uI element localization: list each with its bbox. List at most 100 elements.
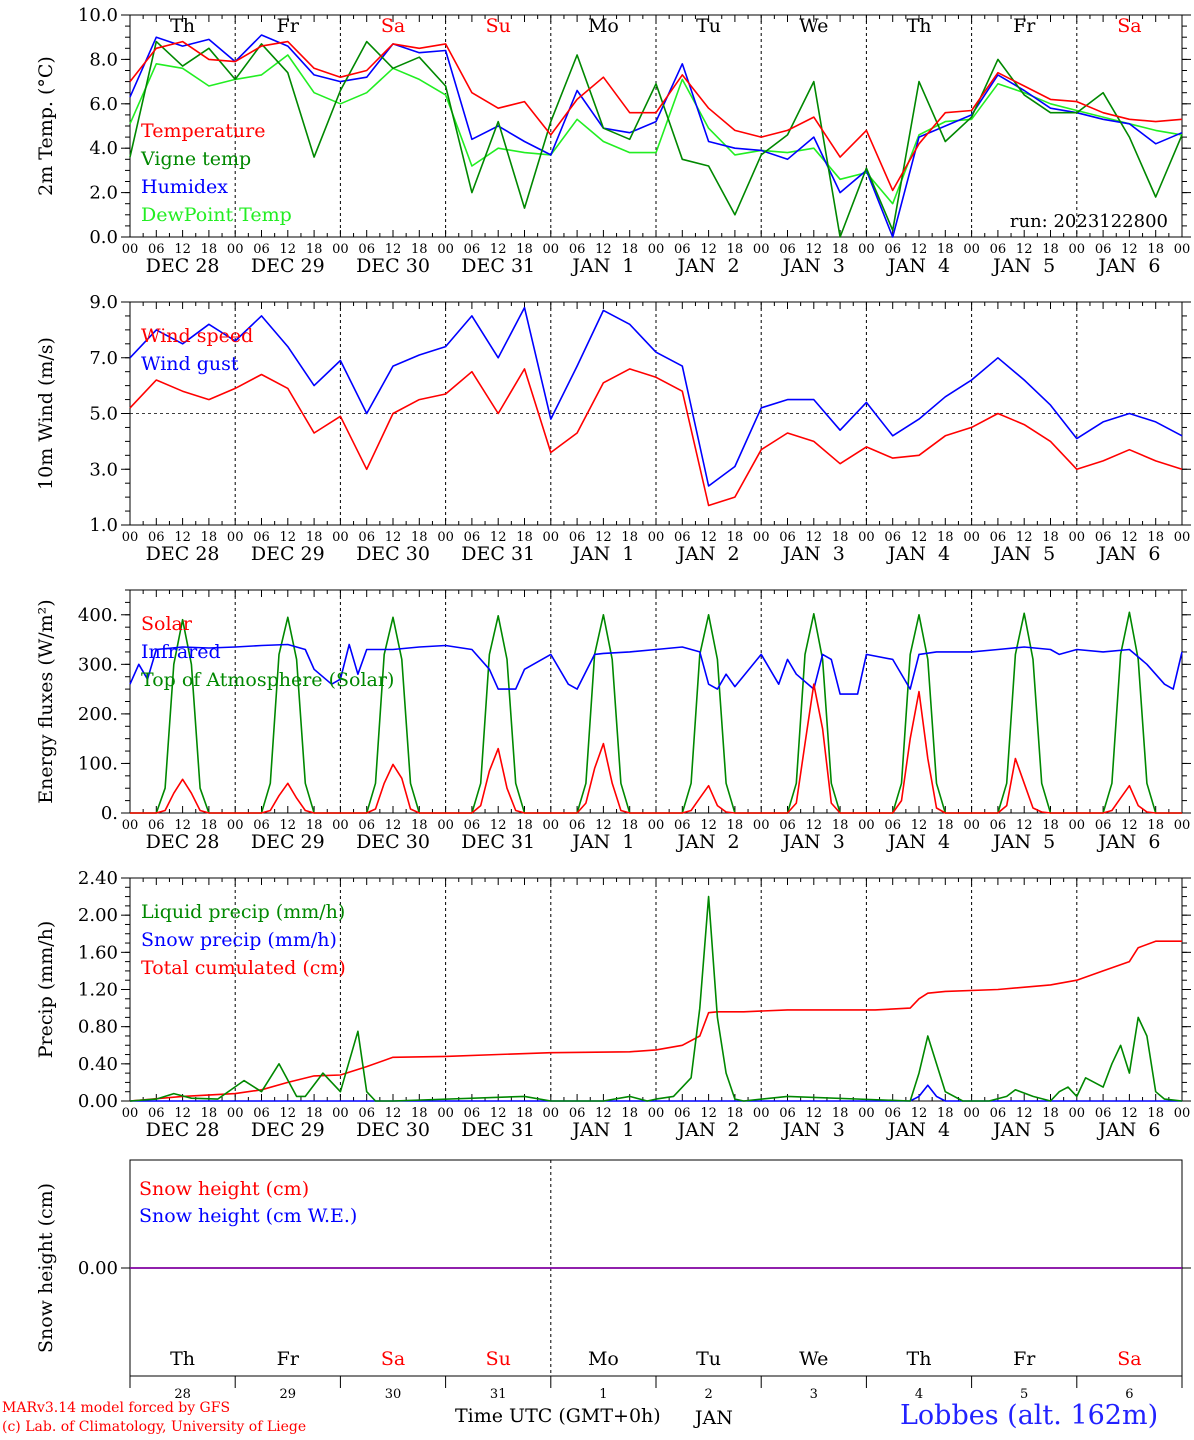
hour-tick-label: 12: [385, 530, 402, 545]
date-label: DEC 29: [251, 543, 325, 565]
date-label: JAN 5: [991, 831, 1055, 853]
hour-tick-label: 06: [779, 242, 796, 257]
y-tick-label: 200.: [78, 704, 118, 725]
weekday-label: Fr: [277, 15, 300, 37]
hour-tick-label: 18: [937, 1106, 954, 1121]
date-label: JAN 2: [676, 831, 740, 853]
hour-tick-label: 00: [332, 818, 349, 833]
y-tick-label: 3.0: [89, 459, 118, 480]
series-wind-gust: [129, 306, 1183, 487]
hour-tick-label: 06: [779, 530, 796, 545]
hour-tick-label: 12: [1016, 1106, 1033, 1121]
hour-tick-label: 06: [779, 1106, 796, 1121]
y-axis-label: Precip (mm/h): [35, 921, 57, 1059]
hour-tick-label: 12: [174, 818, 191, 833]
hour-tick-label: 06: [569, 530, 586, 545]
y-tick-label: 4.0: [89, 138, 118, 159]
day-number-label: 29: [280, 1387, 297, 1402]
date-label: DEC 31: [461, 1119, 535, 1141]
hour-tick-label: 00: [437, 1106, 454, 1121]
hour-tick-label: 06: [990, 530, 1007, 545]
hour-tick-label: 18: [937, 818, 954, 833]
day-number-label: 1: [599, 1387, 607, 1402]
hour-tick-label: 00: [437, 818, 454, 833]
hour-tick-label: 06: [253, 530, 270, 545]
hour-tick-label: 12: [490, 818, 507, 833]
hour-tick-label: 12: [595, 530, 612, 545]
hour-tick-label: 06: [990, 1106, 1007, 1121]
hour-tick-label: 18: [411, 818, 428, 833]
hour-tick-label: 00: [963, 242, 980, 257]
y-tick-label: 0.80: [78, 1017, 118, 1038]
panel-wind: 00 06 12 18 00 06 12 18 00 06 12 18 00 06 12 18 00 06 12 18…: [35, 292, 1191, 565]
hour-tick-label: 00: [1069, 818, 1086, 833]
series-humidex: [129, 34, 1183, 238]
y-tick-label: 2.00: [78, 905, 118, 926]
hour-tick-label: 12: [1121, 242, 1138, 257]
hour-tick-label: 12: [280, 818, 297, 833]
panel-temperature: 00 06 12 18 00 06 12 18 00 06 12 18 00 06 12 18 00 06 12 18…: [35, 5, 1191, 277]
hour-tick-label: 00: [332, 1106, 349, 1121]
series-temperature: [129, 40, 1183, 192]
hour-tick-label: 06: [464, 1106, 481, 1121]
hour-tick-label: 00: [753, 1106, 770, 1121]
hour-tick-label: 12: [174, 1106, 191, 1121]
date-label: JAN 5: [991, 255, 1055, 277]
weekday-label: Su: [486, 1348, 511, 1370]
hour-tick-label: 12: [700, 530, 717, 545]
hour-tick-label: 18: [201, 1106, 218, 1121]
hour-tick-label: 18: [411, 242, 428, 257]
hour-tick-label: 06: [148, 1106, 165, 1121]
date-label: DEC 30: [356, 543, 430, 565]
station-label: Lobbes (alt. 162m): [900, 1400, 1159, 1431]
hour-tick-label: 06: [148, 530, 165, 545]
hour-tick-label: 00: [1069, 1106, 1086, 1121]
model-credit: MARv3.14 model forced by GFS: [2, 1400, 231, 1416]
date-label: DEC 28: [146, 831, 220, 853]
weekday-label: Sa: [1117, 1348, 1141, 1370]
date-label: JAN 5: [991, 543, 1055, 565]
date-label: JAN 3: [781, 831, 845, 853]
hour-tick-label: 18: [832, 242, 849, 257]
hour-tick-label: 12: [280, 530, 297, 545]
hour-tick-label: 06: [358, 242, 375, 257]
date-label: DEC 31: [461, 831, 535, 853]
hour-tick-label: 18: [411, 1106, 428, 1121]
y-axis-label: 2m Temp. (°C): [35, 56, 57, 196]
weekday-label: Fr: [1013, 15, 1036, 37]
y-tick-label: 7.0: [89, 348, 118, 369]
y-axis-label: Energy fluxes (W/m²): [35, 599, 57, 803]
hour-tick-label: 00: [858, 818, 875, 833]
hour-tick-label: 00: [648, 242, 665, 257]
y-tick-label: 0.00: [78, 1258, 118, 1279]
hour-tick-label: 00: [543, 530, 560, 545]
y-tick-label: 8.0: [89, 49, 118, 70]
weekday-label: Th: [907, 15, 932, 37]
hour-tick-label: 12: [911, 818, 928, 833]
hour-tick-label: 12: [1016, 530, 1033, 545]
date-label: JAN 3: [781, 1119, 845, 1141]
y-tick-label: 1.20: [78, 980, 118, 1001]
hour-tick-label: 12: [174, 242, 191, 257]
date-label: JAN 4: [886, 831, 950, 853]
date-label: JAN 6: [1096, 831, 1160, 853]
hour-tick-label: 18: [306, 1106, 323, 1121]
weekday-label: Tu: [696, 1348, 721, 1370]
hour-tick-label: 12: [280, 242, 297, 257]
series-liquid-precip-mm-h: [129, 895, 1183, 1102]
date-label: DEC 28: [146, 1119, 220, 1141]
series-total-cumulated-cm: [129, 940, 1182, 1102]
legend-entry: Infrared: [141, 641, 221, 663]
hour-tick-label: 18: [727, 242, 744, 257]
legend-entry: Solar: [141, 613, 193, 635]
hour-tick-label: 00: [1174, 1106, 1191, 1121]
hour-tick-label: 18: [937, 530, 954, 545]
hour-tick-label: 00: [858, 1106, 875, 1121]
hour-tick-label: 00: [648, 530, 665, 545]
date-label: DEC 31: [461, 255, 535, 277]
hour-tick-label: 06: [464, 530, 481, 545]
legend-entry: Wind speed: [141, 325, 253, 347]
hour-tick-label: 06: [253, 242, 270, 257]
y-tick-label: 0.00: [78, 1091, 118, 1112]
